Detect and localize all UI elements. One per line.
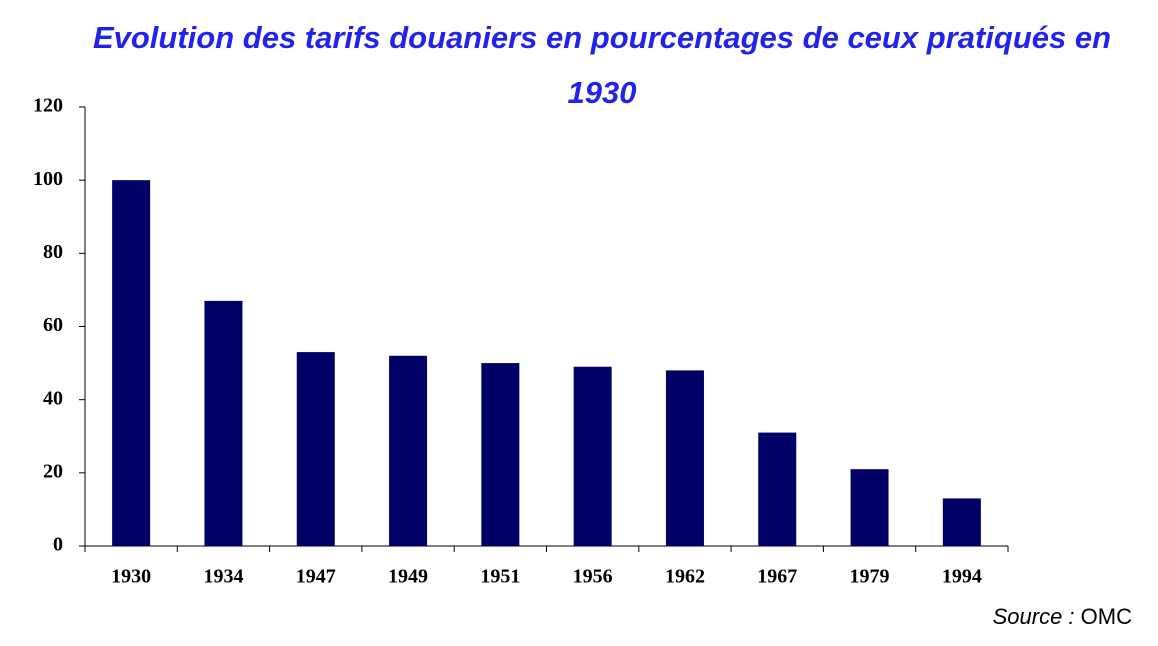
x-tick-label: 1934: [203, 566, 243, 588]
bar: [204, 300, 243, 546]
bar: [850, 469, 889, 546]
x-tick-label: 1949: [388, 566, 428, 588]
chart-title: Evolution des tarifs douaniers en pource…: [92, 20, 1112, 110]
x-tick-label: 1967: [757, 566, 797, 588]
x-tick-label: 1979: [850, 566, 890, 588]
source-text: OMC: [1080, 604, 1132, 629]
bar: [942, 498, 981, 546]
y-tick-label: 60: [43, 314, 63, 336]
x-tick-label: 1930: [111, 566, 151, 588]
y-tick-label: 80: [43, 241, 63, 263]
y-tick-label: 20: [43, 460, 63, 482]
y-tick-label: 0: [53, 534, 63, 556]
source-label: Source :: [992, 604, 1075, 629]
y-tick-label: 120: [33, 95, 63, 117]
bar: [389, 355, 428, 546]
bar: [665, 370, 704, 546]
x-tick-label: 1947: [296, 566, 336, 588]
bar: [112, 180, 151, 546]
bar: [296, 352, 335, 546]
bar: [481, 363, 520, 546]
x-tick-label: 1962: [665, 566, 705, 588]
x-tick-label: 1994: [942, 566, 982, 588]
bar: [758, 432, 797, 546]
source: Source : OMC: [993, 604, 1132, 630]
x-tick-label: 1956: [573, 566, 613, 588]
y-tick-label: 100: [33, 168, 63, 190]
y-tick-label: 40: [43, 387, 63, 409]
bar: [573, 366, 612, 546]
x-tick-label: 1951: [480, 566, 520, 588]
